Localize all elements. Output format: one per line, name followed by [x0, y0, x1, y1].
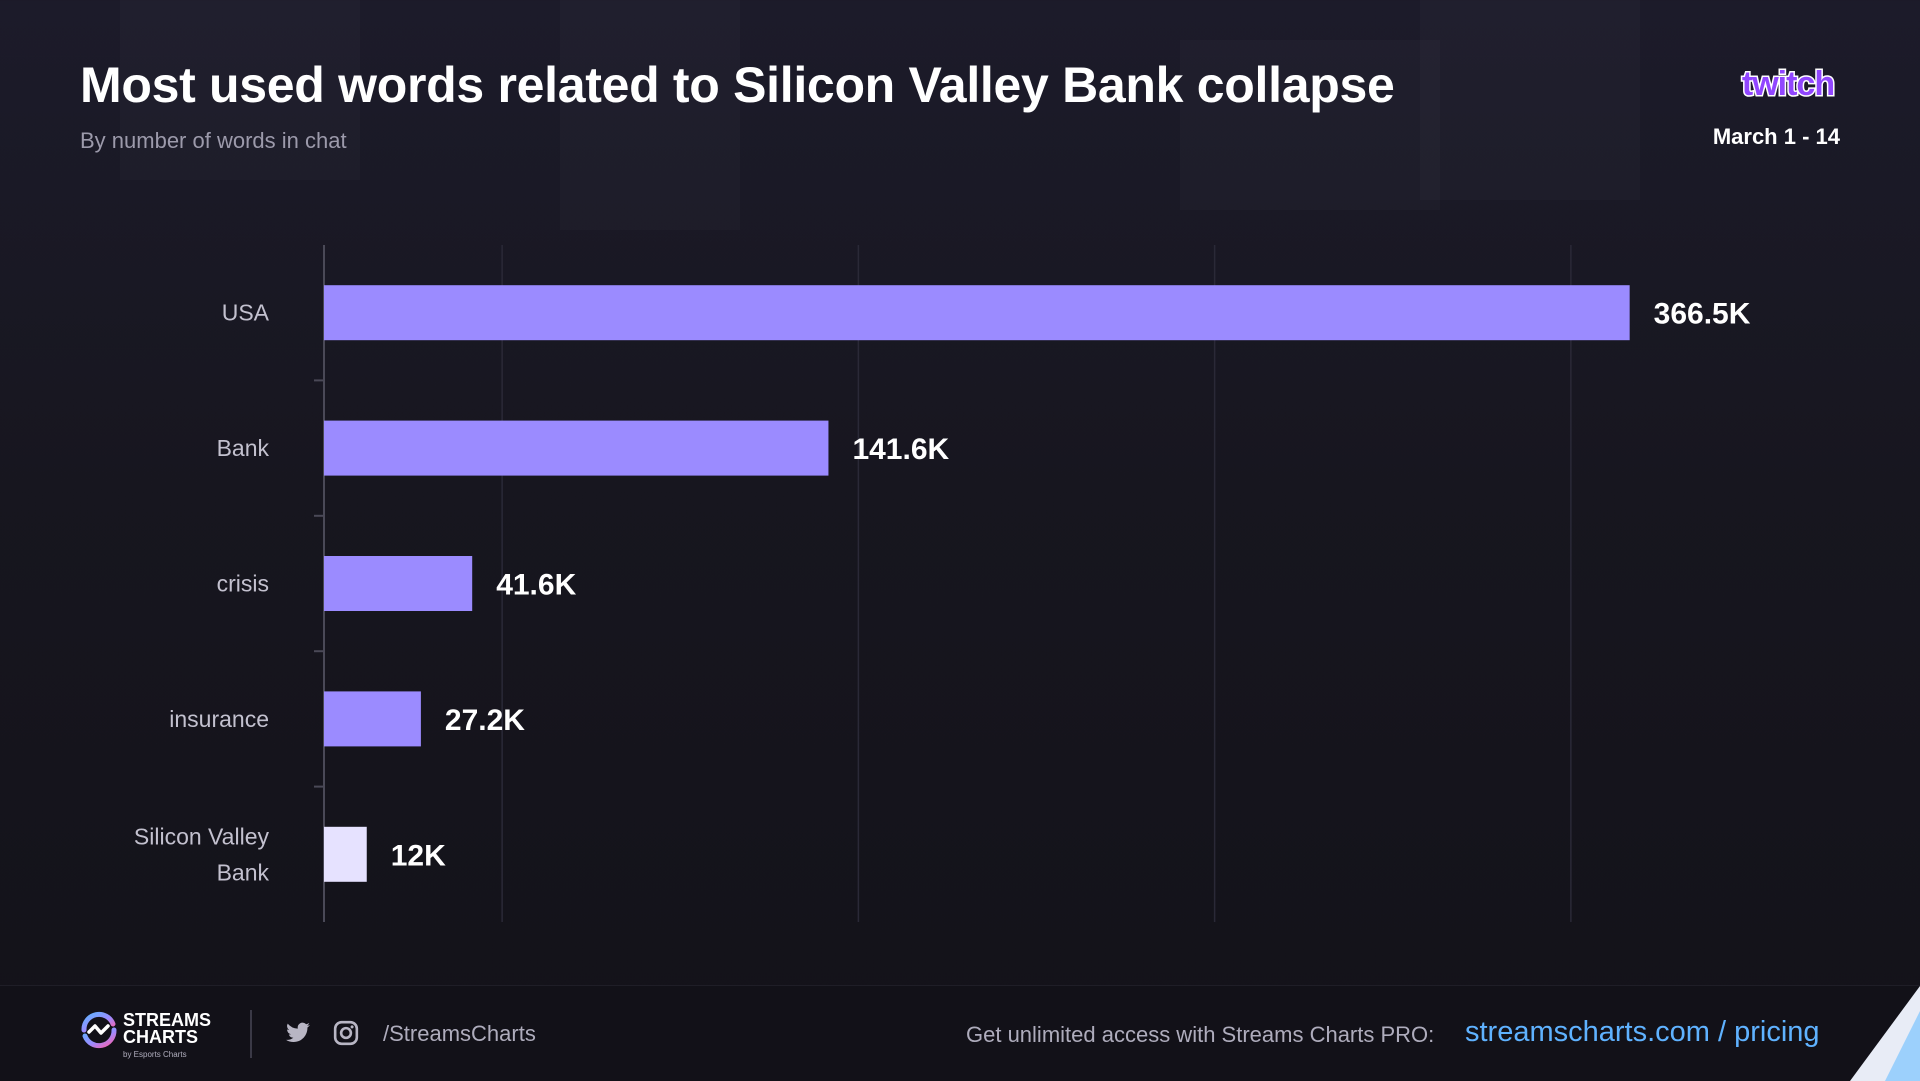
bar [324, 691, 421, 747]
bar [324, 420, 829, 476]
bar [324, 826, 367, 882]
footer-divider [250, 1010, 252, 1058]
value-label: 27.2K [445, 704, 525, 737]
value-label: 141.6K [852, 433, 949, 466]
chart-title: Most used words related to Silicon Valle… [80, 57, 1395, 113]
date-range: March 1 - 14 [1712, 124, 1840, 149]
value-label: 41.6K [496, 569, 576, 602]
twitter-icon[interactable] [284, 1020, 312, 1046]
svg-text:twitch: twitch [1742, 65, 1834, 103]
brand-tagline: by Esports Charts [123, 1050, 187, 1059]
brand-name: STREAMS CHARTS [123, 1010, 212, 1047]
category-label: Silicon Valley Bank [134, 823, 270, 885]
category-label: USA [222, 300, 270, 326]
category-label: insurance [169, 706, 269, 732]
corner-accent [1850, 986, 1920, 1081]
value-label: 12K [391, 839, 446, 872]
bar [324, 556, 473, 611]
twitch-logo-icon: twitch [1740, 64, 1836, 105]
streams-charts-logo-icon [81, 1011, 117, 1049]
value-label: 366.5K [1654, 298, 1751, 331]
category-label: Bank [217, 435, 270, 461]
chart-subtitle: By number of words in chat [80, 128, 347, 153]
promo-text: Get unlimited access with Streams Charts… [966, 1022, 1435, 1047]
category-label: crisis [217, 571, 269, 597]
pricing-link[interactable]: streamscharts.com / pricing [1465, 1016, 1820, 1048]
footer: STREAMS CHARTS by Esports Charts /Stream… [0, 985, 1920, 1081]
social-handle[interactable]: /StreamsCharts [383, 1021, 536, 1046]
instagram-icon[interactable] [333, 1020, 359, 1046]
bar-chart: USA 366.5K Bank 141.6K crisis 41.6K insurance 2… [133, 245, 1751, 922]
bar [324, 285, 1630, 341]
